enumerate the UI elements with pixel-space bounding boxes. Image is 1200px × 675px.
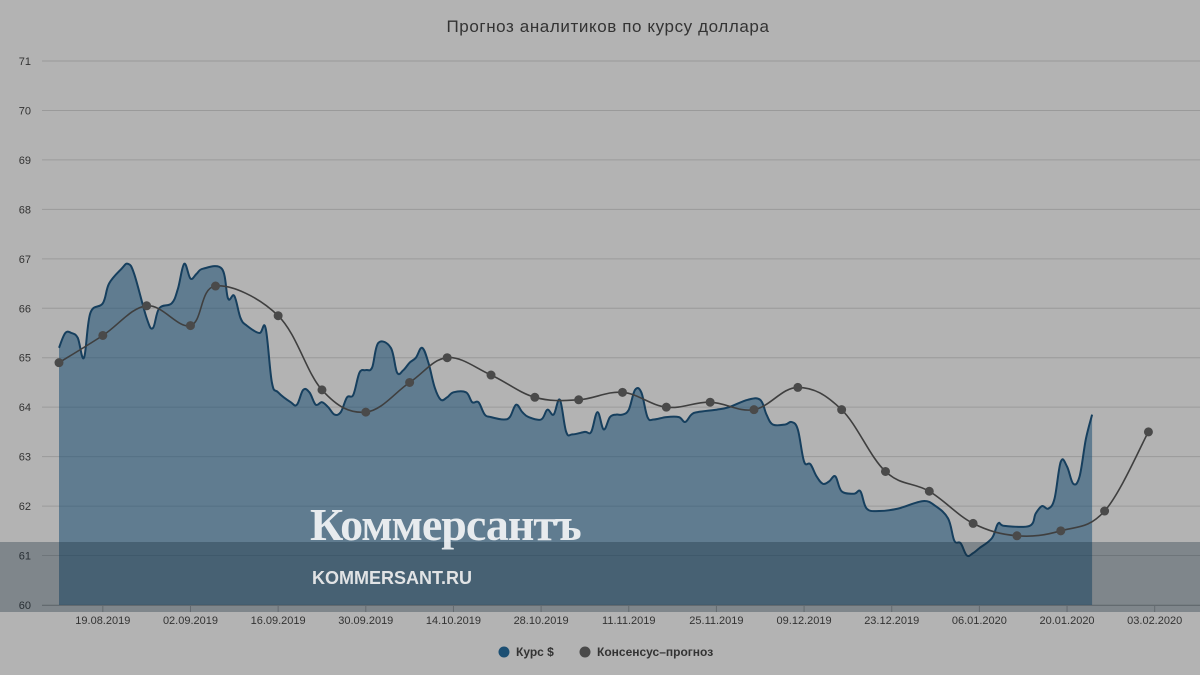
legend-label[interactable]: Консенсус–прогноз [597, 645, 713, 659]
consensus-point [1143, 427, 1153, 437]
usd-rate-series [58, 262, 1094, 605]
y-tick-label: 63 [19, 452, 31, 464]
x-tick-label: 06.01.2020 [952, 615, 1007, 627]
x-tick-label: 02.09.2019 [163, 615, 218, 627]
y-tick-label: 70 [19, 105, 31, 117]
legend: Курс $ Консенсус–прогноз [498, 645, 713, 659]
x-tick-label: 11.11.2019 [602, 615, 655, 627]
consensus-point [361, 407, 371, 417]
y-tick-label: 65 [19, 353, 31, 365]
x-tick-label: 20.01.2020 [1040, 615, 1095, 627]
x-tick-label: 14.10.2019 [426, 615, 481, 627]
legend-marker [579, 646, 591, 658]
x-tick-label: 03.02.2020 [1127, 615, 1182, 627]
y-tick-label: 60 [19, 600, 31, 612]
x-tick-label: 30.09.2019 [338, 615, 393, 627]
consensus-point [98, 330, 108, 340]
consensus-point [924, 486, 934, 496]
consensus-point [317, 385, 327, 395]
y-tick-label: 66 [19, 303, 31, 315]
consensus-point [968, 518, 978, 528]
x-tick-label: 28.10.2019 [514, 615, 569, 627]
consensus-point [1012, 531, 1022, 541]
consensus-point [793, 382, 803, 392]
consensus-point [185, 321, 195, 331]
consensus-point [405, 377, 415, 387]
y-tick-label: 67 [19, 254, 31, 266]
legend-marker [498, 646, 510, 658]
y-axis-ticks: 60 61 62 63 64 65 66 67 68 69 70 71 [19, 56, 31, 612]
consensus-point [486, 370, 496, 380]
usd-rate-line [58, 262, 1094, 558]
consensus-point [837, 405, 847, 415]
y-tick-label: 62 [19, 501, 31, 513]
watermark-logo: Коммерсантъ [310, 499, 582, 550]
consensus-point [749, 405, 759, 415]
x-tick-label: 19.08.2019 [75, 615, 130, 627]
consensus-point [880, 466, 890, 476]
y-tick-label: 61 [19, 551, 31, 563]
consensus-point [273, 311, 283, 321]
y-tick-label: 71 [19, 56, 31, 68]
chart-title: Прогноз аналитиков по курсу доллара [446, 17, 769, 36]
consensus-point [1056, 526, 1066, 536]
y-tick-label: 69 [19, 155, 31, 167]
consensus-forecast-series [54, 281, 1153, 541]
consensus-point [705, 397, 715, 407]
watermark-url: KOMMERSANT.RU [312, 568, 472, 588]
y-tick-label: 68 [19, 204, 31, 216]
x-tick-label: 25.11.2019 [689, 615, 743, 627]
consensus-point [574, 395, 584, 405]
consensus-point [661, 402, 671, 412]
consensus-point [618, 387, 627, 397]
consensus-point [1100, 506, 1110, 516]
y-tick-label: 64 [19, 402, 31, 414]
legend-label[interactable]: Курс $ [516, 645, 554, 659]
x-axis: 19.08.2019 02.09.2019 16.09.2019 30.09.2019… [42, 605, 1200, 627]
x-tick-label: 09.12.2019 [777, 615, 832, 627]
consensus-point [142, 301, 152, 311]
x-tick-label: 23.12.2019 [864, 615, 919, 627]
x-tick-label: 16.09.2019 [251, 615, 306, 627]
consensus-point [442, 353, 452, 363]
consensus-point [211, 281, 221, 291]
consensus-point [54, 358, 64, 368]
consensus-point [530, 392, 540, 402]
